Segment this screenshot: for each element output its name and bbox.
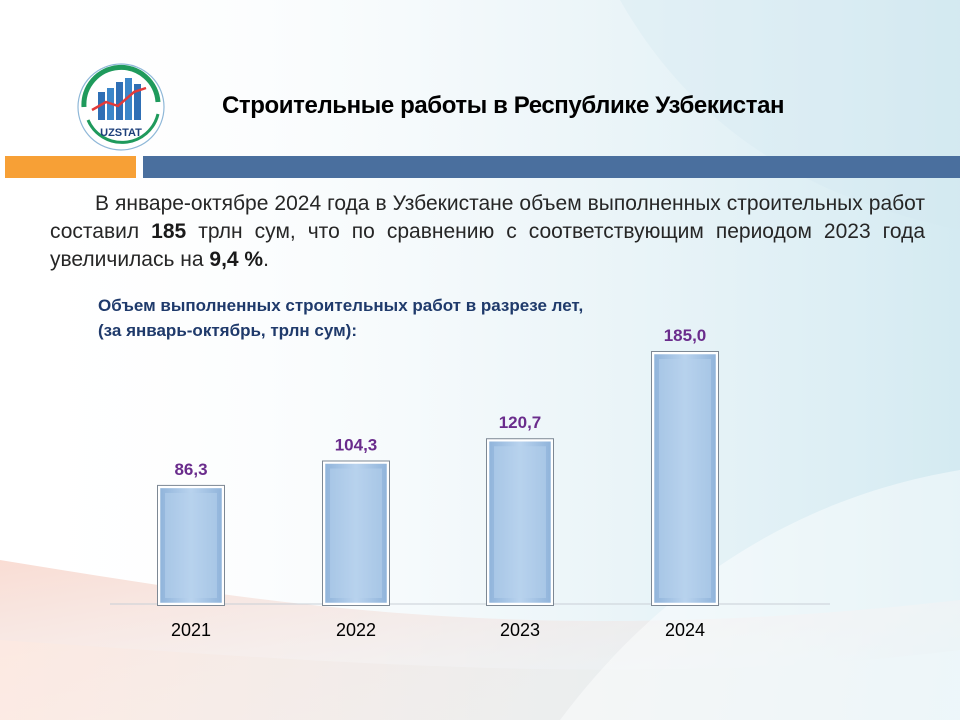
intro-highlight-value: 185 (151, 220, 187, 243)
value-label-2021: 86,3 (174, 460, 207, 479)
header-accent-blue (143, 156, 960, 178)
value-label-2023: 120,7 (499, 413, 542, 432)
bar-outline-2023 (486, 438, 554, 606)
logo-text: UZSTAT (100, 127, 142, 139)
bar-inner-2023 (494, 446, 546, 598)
bar-inner-2022 (330, 468, 382, 598)
chart-subtitle: (за январь-октябрь, трлн сум): (98, 321, 358, 340)
intro-highlight-percent: 9,4 % (209, 248, 264, 271)
chart-title: Объем выполненных строительных работ в р… (98, 296, 584, 315)
tick-label-2021: 2021 (171, 620, 211, 640)
intro-paragraph: В январе-октябре 2024 года в Узбекистане… (50, 190, 925, 274)
tick-label-2022: 2022 (336, 620, 376, 640)
uzstat-logo: UZSTAT (77, 63, 165, 151)
intro-text-1: В январе-октябре 2024 года в Узбекистане… (50, 192, 925, 243)
intro-text-3: . (263, 248, 269, 271)
intro-text-2: трлн сум, что по сравнению с соответству… (50, 220, 925, 271)
bar-outline-2022 (322, 460, 390, 606)
bar-inner-2021 (165, 492, 217, 598)
bar-inner-2024 (659, 359, 711, 598)
header-accent-orange (5, 156, 136, 178)
bar-outline-2021 (157, 484, 225, 607)
value-label-2024: 185,0 (664, 326, 707, 345)
page-title: Строительные работы в Республике Узбекис… (222, 92, 785, 119)
bar-outline-2024 (651, 351, 719, 606)
chart-title-block: Объем выполненных строительных работ в р… (98, 293, 718, 343)
bar-chart: 86,3 2021 104,3 2022 120,7 2023 185,0 2024 (110, 326, 830, 640)
value-label-2022: 104,3 (335, 435, 378, 454)
tick-label-2024: 2024 (665, 620, 705, 640)
tick-label-2023: 2023 (500, 620, 540, 640)
